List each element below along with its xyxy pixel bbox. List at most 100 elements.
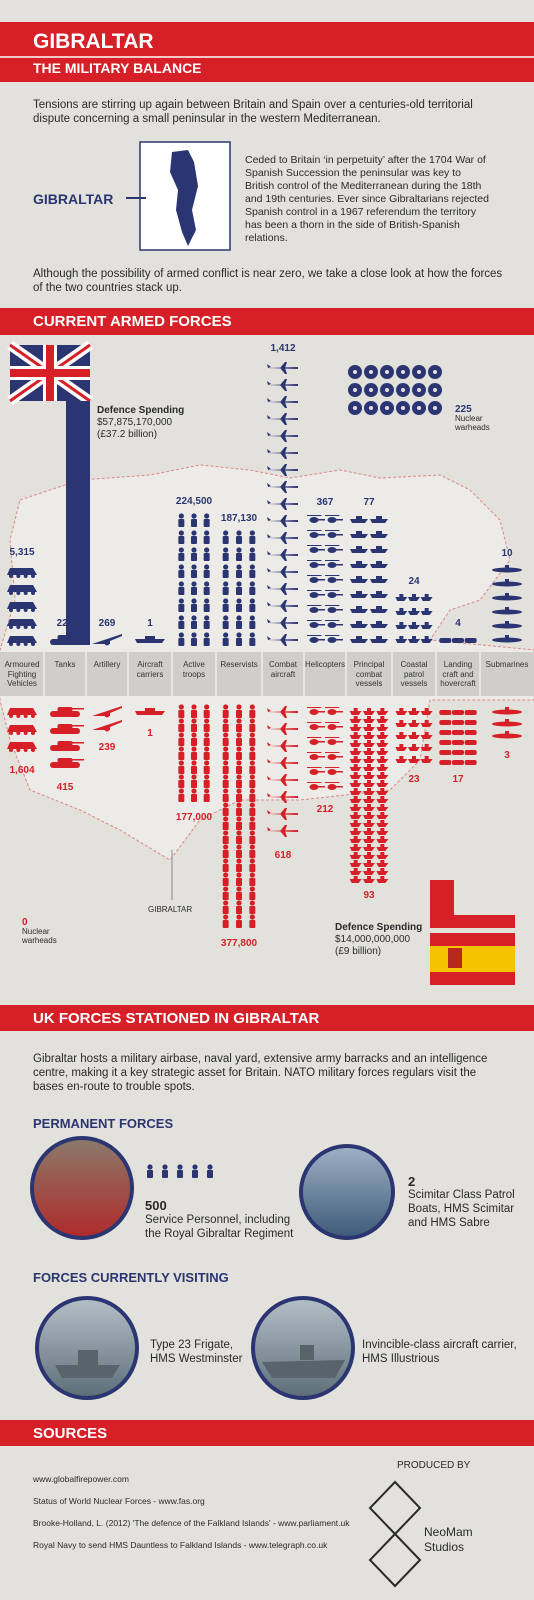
- header-band: [0, 22, 534, 82]
- body: [249, 621, 256, 629]
- hull: [363, 807, 375, 811]
- head: [223, 774, 229, 780]
- hull: [376, 719, 389, 723]
- bridge: [380, 732, 385, 735]
- heli-icon: [325, 782, 343, 790]
- head: [249, 844, 255, 850]
- category-label: Principal combat vessels: [353, 660, 385, 688]
- ship-icon: [370, 621, 388, 628]
- person-icon: [249, 802, 256, 816]
- bridge: [424, 720, 429, 723]
- wheel: [23, 608, 28, 612]
- ship-icon: [349, 796, 362, 803]
- body: [249, 808, 256, 816]
- head: [178, 530, 184, 536]
- hull: [349, 743, 362, 747]
- person-icon: [222, 788, 229, 802]
- person-icon: [147, 1164, 153, 1178]
- apc-icon: [7, 585, 37, 595]
- bridge: [356, 606, 362, 609]
- wheel: [23, 625, 28, 629]
- head: [249, 760, 255, 766]
- body: [327, 754, 337, 760]
- hull: [408, 759, 420, 763]
- plane-icon: [267, 723, 298, 735]
- plane: [267, 825, 298, 837]
- nuclear-core: [417, 406, 421, 410]
- ship-icon: [363, 756, 375, 763]
- body: [192, 1170, 198, 1178]
- category-label: Landing craft and hovercraft: [440, 660, 476, 688]
- person-icon: [178, 615, 185, 629]
- body: [327, 769, 337, 775]
- bridge: [376, 516, 382, 519]
- producer-name: NeoMam: [424, 1525, 473, 1539]
- plane: [267, 413, 298, 425]
- hull: [7, 725, 37, 732]
- rotor: [307, 707, 322, 708]
- wheel: [16, 731, 21, 735]
- hull: [135, 711, 165, 715]
- plane: [267, 566, 298, 578]
- apc-icon: [7, 568, 37, 578]
- body: [203, 604, 210, 612]
- ship-icon: [420, 622, 433, 629]
- boat-icon: [464, 720, 477, 725]
- hull: [363, 711, 375, 715]
- bridge: [380, 868, 385, 871]
- tail: [316, 564, 325, 566]
- body: [236, 822, 242, 830]
- person-icon: [249, 615, 256, 629]
- hull: [376, 767, 389, 771]
- body: [222, 587, 229, 595]
- ship-icon: [376, 724, 389, 731]
- body: [191, 519, 197, 527]
- person-icon: [249, 718, 256, 732]
- spain-value: 1: [147, 728, 153, 739]
- ship-icon: [370, 576, 388, 583]
- person-icon: [191, 547, 197, 561]
- bridge: [376, 576, 382, 579]
- ship-icon: [349, 740, 362, 747]
- ship-icon: [349, 868, 362, 875]
- person-icon: [191, 788, 197, 802]
- hull: [349, 839, 362, 843]
- uk-value: 187,130: [220, 513, 258, 524]
- plane-icon: [267, 791, 298, 803]
- tank-icon: [50, 741, 84, 751]
- tail: [334, 756, 343, 758]
- ship-icon: [395, 744, 408, 751]
- ship-icon: [363, 860, 375, 867]
- heli-icon: [325, 560, 343, 568]
- ship-icon: [363, 716, 375, 723]
- bridge: [380, 796, 385, 799]
- head: [178, 718, 184, 724]
- rotor: [325, 515, 340, 516]
- plane-icon: [267, 825, 298, 837]
- tank-icon: [50, 724, 84, 734]
- map-label: GIBRALTAR: [33, 191, 114, 207]
- spain-value: 415: [56, 782, 74, 793]
- bridge: [399, 744, 404, 747]
- sub-icon: [492, 635, 522, 643]
- hull: [363, 791, 375, 795]
- plane: [267, 757, 298, 769]
- bridge: [412, 756, 416, 759]
- plane-icon: [267, 808, 298, 820]
- bridge: [353, 796, 358, 799]
- ship-icon: [363, 732, 375, 739]
- person-icon: [249, 900, 256, 914]
- boat: [464, 760, 477, 765]
- head: [178, 760, 184, 766]
- boat-icon: [464, 750, 477, 755]
- person-icon: [249, 746, 256, 760]
- plane: [267, 723, 298, 735]
- body: [222, 906, 229, 914]
- head: [223, 746, 229, 752]
- head: [236, 732, 242, 738]
- body: [309, 517, 319, 523]
- person-icon: [207, 1164, 213, 1178]
- ship-icon: [408, 594, 420, 601]
- body: [309, 577, 319, 583]
- hull: [376, 799, 389, 803]
